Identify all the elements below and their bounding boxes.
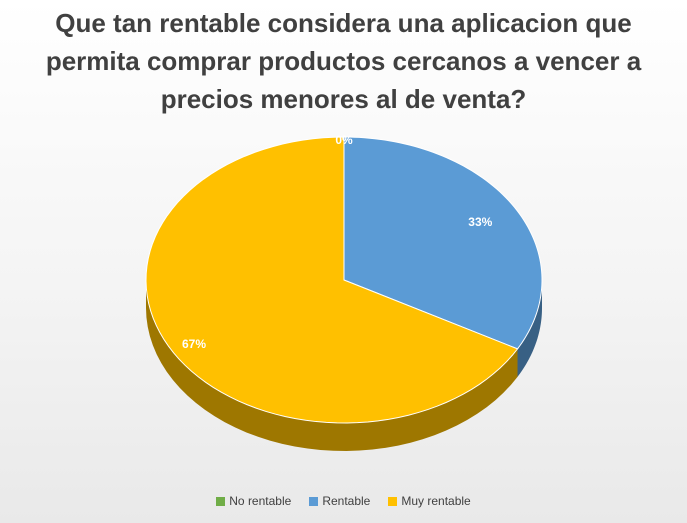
legend: No rentable Rentable Muy rentable bbox=[0, 494, 687, 508]
legend-item-no-rentable: No rentable bbox=[216, 494, 291, 508]
data-label-rentable: 33% bbox=[468, 215, 492, 229]
data-label-muy-rentable: 67% bbox=[182, 337, 206, 351]
pie-side-rentable bbox=[517, 280, 542, 377]
chart-title-line-1: Que tan rentable considera una aplicacio… bbox=[55, 8, 632, 38]
data-label-no-rentable: 0% bbox=[335, 133, 353, 147]
pie-slices bbox=[145, 136, 543, 424]
legend-item-rentable: Rentable bbox=[309, 494, 370, 508]
chart-title-line-3: precios menores al de venta? bbox=[160, 84, 527, 114]
legend-label-rentable: Rentable bbox=[322, 494, 371, 508]
pie-slice-muy-rentable bbox=[145, 136, 519, 424]
chart-title: Que tan rentable considera una aplicacio… bbox=[0, 4, 687, 118]
legend-swatch-rentable bbox=[309, 496, 319, 506]
legend-item-muy-rentable: Muy rentable bbox=[388, 494, 471, 508]
pie-labels: 0% 33% 67% bbox=[182, 133, 493, 351]
legend-swatch-muy-rentable bbox=[388, 496, 398, 506]
pie-sides bbox=[146, 280, 542, 451]
legend-label-muy-rentable: Muy rentable bbox=[401, 494, 471, 508]
legend-label-no-rentable: No rentable bbox=[229, 494, 292, 508]
pie-side-muy-rentable bbox=[146, 280, 518, 451]
chart-title-line-2: permita comprar productos cercanos a ven… bbox=[45, 46, 642, 76]
pie-slice-rentable bbox=[343, 136, 543, 350]
legend-swatch-no-rentable bbox=[216, 496, 226, 506]
